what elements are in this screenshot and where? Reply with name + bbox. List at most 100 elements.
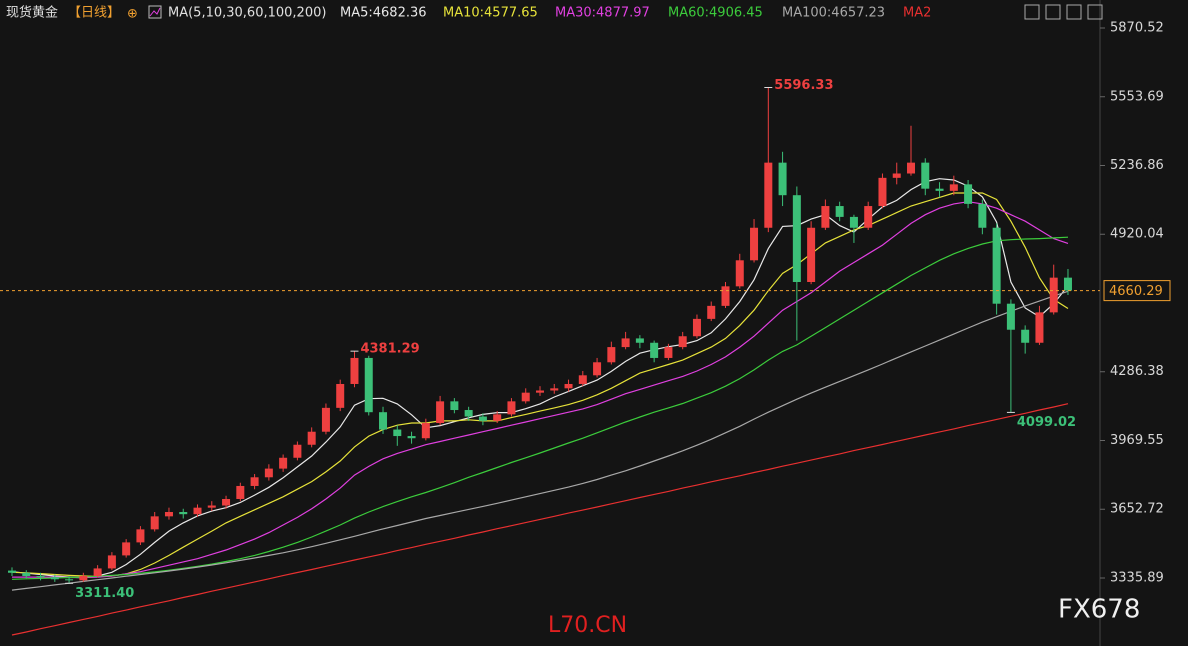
legend-entry: MA30:4877.97	[555, 6, 650, 21]
candle-body	[336, 383, 345, 408]
last-price-label: 4660.29	[1109, 284, 1163, 299]
ma-line	[11, 178, 1069, 579]
candle-body	[635, 338, 644, 343]
candle-body	[79, 576, 88, 581]
candle-body	[36, 576, 45, 578]
candle-body	[164, 512, 173, 517]
ma-set: MA(5,10,30,60,100,200)	[168, 6, 326, 21]
candle-body	[207, 505, 216, 508]
candle-body	[493, 414, 502, 421]
candle-body	[393, 429, 402, 437]
candle-body	[692, 318, 701, 337]
candle-body	[8, 570, 16, 573]
candle-body	[407, 436, 416, 439]
candle-body	[122, 542, 131, 556]
candle-body	[22, 572, 31, 577]
indicator-icon[interactable]	[148, 5, 162, 19]
candle-body	[236, 485, 245, 499]
candle-body	[721, 286, 730, 306]
candle-body	[379, 412, 388, 430]
candle-body	[978, 203, 987, 228]
candle-body	[93, 568, 102, 577]
candle-body	[578, 375, 587, 384]
legend-entry: MA100:4657.23	[782, 6, 885, 21]
y-tick-label: 3652.72	[1110, 502, 1164, 517]
extreme-label: 5596.33	[774, 78, 833, 93]
candle-body	[1049, 277, 1058, 313]
legend-entry: MA5:4682.36	[340, 6, 427, 21]
instrument: 现货黄金	[6, 5, 58, 21]
candle-body	[1063, 277, 1072, 291]
candle-body	[750, 227, 759, 261]
candle-body	[849, 216, 858, 228]
icon-maximize[interactable]	[1087, 4, 1103, 20]
y-tick-label: 5236.86	[1110, 158, 1164, 173]
indicator-icon-line	[149, 7, 161, 17]
candle-body	[678, 336, 687, 348]
candle-body	[878, 177, 887, 207]
candle-body	[650, 342, 659, 358]
candle-body	[707, 305, 716, 319]
candle-body	[964, 184, 973, 204]
candle-body	[564, 383, 573, 389]
candle-body	[1006, 303, 1015, 330]
window-icons	[1024, 4, 1103, 20]
ma-line	[11, 403, 1069, 636]
legend-entry: MA10:4577.65	[443, 6, 538, 21]
candle-body	[222, 498, 231, 506]
icon-settings[interactable]	[1066, 4, 1082, 20]
candle-body	[735, 260, 744, 287]
add-indicator[interactable]: ⊕	[127, 7, 138, 22]
candle-body	[464, 410, 473, 417]
candle-body	[279, 457, 288, 469]
icon-grid[interactable]	[1045, 4, 1061, 20]
candle-body	[65, 579, 74, 581]
candle-body	[107, 555, 116, 569]
candle-body	[992, 227, 1001, 304]
candle-body	[150, 516, 159, 530]
y-tick-label: 4286.38	[1110, 364, 1164, 379]
candle-body	[607, 347, 616, 363]
watermark-l70: L70.CN	[548, 613, 627, 638]
candle-body	[778, 162, 787, 196]
candle-body	[535, 390, 544, 393]
candle-body	[478, 416, 487, 421]
ma-line	[12, 201, 1069, 579]
candle-body	[136, 529, 145, 543]
candle-body	[935, 188, 944, 191]
extreme-label: 4381.29	[360, 342, 419, 357]
icon-layout[interactable]	[1024, 4, 1040, 20]
candle-body	[621, 338, 630, 348]
ma-line	[11, 236, 1069, 580]
y-tick-label: 3335.89	[1110, 570, 1164, 585]
candle-body	[436, 401, 445, 424]
ma-line	[11, 290, 1069, 591]
extreme-label: 3311.40	[75, 586, 134, 601]
y-tick-label: 5553.69	[1110, 89, 1164, 104]
candle-body	[293, 444, 302, 458]
candle-body	[907, 162, 916, 174]
candle-body	[421, 423, 430, 439]
candle-body	[764, 162, 773, 228]
candle-body	[550, 388, 559, 391]
y-tick-label: 3969.55	[1110, 433, 1164, 448]
candle-body	[1035, 312, 1044, 343]
candle-body	[521, 392, 530, 402]
candle-body	[835, 206, 844, 217]
candle-body	[321, 407, 330, 432]
candle-body	[1021, 329, 1030, 343]
legend-entry: MA60:4906.45	[668, 6, 763, 21]
candle-body	[593, 362, 602, 376]
candle-body	[664, 347, 673, 358]
period[interactable]: 【日线】	[68, 6, 120, 21]
ma-line	[11, 192, 1069, 578]
candle-body	[50, 577, 59, 580]
candle-body	[921, 162, 930, 189]
candle-body	[179, 512, 188, 515]
candle-body	[864, 206, 873, 228]
candle-body	[307, 431, 316, 445]
candle-body	[807, 227, 816, 282]
watermark-fx678: FX678	[1058, 595, 1140, 625]
candle-body	[821, 206, 830, 228]
